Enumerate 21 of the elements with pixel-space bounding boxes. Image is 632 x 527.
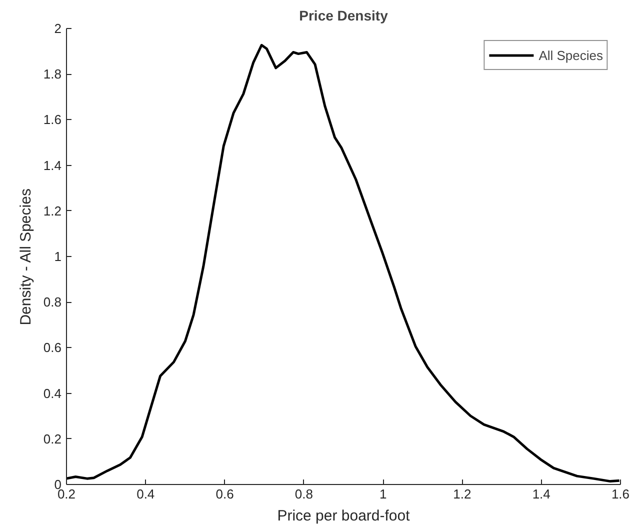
y-tick-label: 1.2 (43, 203, 62, 218)
y-tick-label: 0.2 (43, 431, 62, 446)
y-tick-label: 0.8 (43, 294, 62, 310)
y-tick-label: 2 (54, 21, 62, 36)
x-tick-label: 0.8 (294, 486, 313, 502)
chart-title: Price Density (299, 8, 388, 24)
x-tick-label: 0.6 (216, 486, 234, 502)
x-axis-title: Price per board-foot (277, 508, 411, 524)
x-tick-label: 0.4 (136, 486, 155, 502)
y-tick-label: 0.6 (43, 340, 62, 356)
x-tick-label: 1 (379, 486, 387, 502)
y-tick-label: 1.4 (43, 158, 62, 173)
y-axis-title: Density - All Species (17, 188, 34, 326)
y-tick-label: 1 (54, 249, 62, 264)
y-tick-label: 0.4 (43, 386, 62, 401)
x-tick-label: 1.2 (453, 486, 472, 502)
legend-label: All Species (538, 48, 603, 62)
x-tick-label: 1.6 (611, 486, 630, 502)
y-tick-label: 1.6 (43, 112, 62, 128)
y-tick-label: 1.8 (43, 66, 62, 82)
x-tick-label: 1.4 (532, 486, 550, 502)
